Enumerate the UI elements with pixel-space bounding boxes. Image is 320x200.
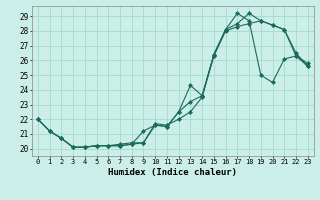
X-axis label: Humidex (Indice chaleur): Humidex (Indice chaleur) bbox=[108, 168, 237, 177]
